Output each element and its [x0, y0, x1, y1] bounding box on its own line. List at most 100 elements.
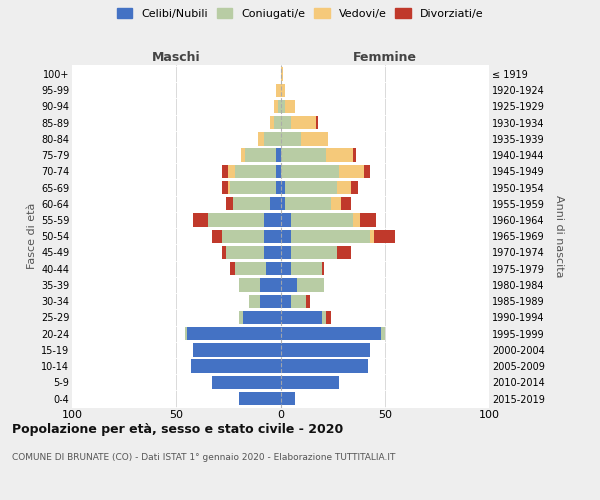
- Bar: [187, 327, 281, 340]
- Bar: [326, 311, 331, 324]
- Bar: [337, 246, 352, 259]
- Bar: [281, 230, 291, 243]
- Bar: [339, 164, 364, 178]
- Bar: [222, 181, 229, 194]
- Bar: [374, 230, 395, 243]
- Legend: Celibi/Nubili, Coniugati/e, Vedovi/e, Divorziati/e: Celibi/Nubili, Coniugati/e, Vedovi/e, Di…: [115, 6, 485, 21]
- Bar: [301, 132, 328, 145]
- Bar: [291, 214, 353, 226]
- Bar: [277, 181, 281, 194]
- Bar: [235, 262, 266, 276]
- Bar: [230, 262, 235, 276]
- Bar: [341, 197, 352, 210]
- Bar: [316, 116, 318, 130]
- Bar: [291, 246, 337, 259]
- Bar: [229, 181, 230, 194]
- Bar: [226, 197, 233, 210]
- Y-axis label: Fasce di età: Fasce di età: [26, 203, 37, 270]
- Bar: [281, 116, 291, 130]
- Bar: [331, 197, 341, 210]
- Bar: [281, 392, 295, 405]
- Bar: [353, 214, 360, 226]
- Bar: [278, 100, 281, 113]
- Bar: [264, 214, 281, 226]
- Y-axis label: Anni di nascita: Anni di nascita: [554, 195, 564, 278]
- Bar: [193, 343, 281, 356]
- Text: Femmine: Femmine: [353, 51, 417, 64]
- Bar: [229, 164, 235, 178]
- Bar: [245, 148, 277, 162]
- Bar: [281, 197, 284, 210]
- Bar: [352, 181, 358, 194]
- Bar: [185, 327, 187, 340]
- Bar: [193, 214, 208, 226]
- Bar: [370, 230, 374, 243]
- Bar: [243, 311, 281, 324]
- Bar: [337, 181, 352, 194]
- Bar: [297, 278, 324, 291]
- Bar: [260, 294, 281, 308]
- Bar: [281, 246, 291, 259]
- Bar: [291, 294, 305, 308]
- Bar: [281, 164, 339, 178]
- Bar: [277, 84, 281, 97]
- Bar: [208, 214, 264, 226]
- Bar: [322, 262, 324, 276]
- Bar: [264, 230, 281, 243]
- Bar: [291, 116, 316, 130]
- Bar: [270, 197, 281, 210]
- Bar: [226, 246, 264, 259]
- Bar: [222, 230, 264, 243]
- Bar: [281, 148, 326, 162]
- Text: Maschi: Maschi: [152, 51, 200, 64]
- Bar: [291, 262, 322, 276]
- Bar: [281, 132, 301, 145]
- Bar: [239, 392, 281, 405]
- Bar: [249, 294, 260, 308]
- Bar: [364, 164, 370, 178]
- Bar: [281, 68, 283, 80]
- Bar: [281, 278, 297, 291]
- Bar: [281, 100, 284, 113]
- Bar: [266, 262, 281, 276]
- Bar: [281, 262, 291, 276]
- Bar: [281, 181, 284, 194]
- Bar: [353, 148, 356, 162]
- Bar: [264, 132, 281, 145]
- Bar: [277, 148, 281, 162]
- Bar: [274, 100, 278, 113]
- Bar: [222, 164, 229, 178]
- Bar: [281, 343, 370, 356]
- Bar: [281, 327, 380, 340]
- Bar: [233, 197, 270, 210]
- Bar: [239, 311, 243, 324]
- Bar: [274, 116, 281, 130]
- Bar: [270, 116, 274, 130]
- Bar: [277, 164, 281, 178]
- Bar: [281, 311, 322, 324]
- Bar: [322, 311, 326, 324]
- Bar: [291, 230, 370, 243]
- Text: Popolazione per età, sesso e stato civile - 2020: Popolazione per età, sesso e stato civil…: [12, 422, 343, 436]
- Bar: [305, 294, 310, 308]
- Bar: [241, 148, 245, 162]
- Bar: [212, 376, 281, 389]
- Bar: [264, 246, 281, 259]
- Bar: [191, 360, 281, 373]
- Bar: [257, 132, 264, 145]
- Bar: [284, 197, 331, 210]
- Bar: [360, 214, 376, 226]
- Bar: [284, 100, 295, 113]
- Bar: [260, 278, 281, 291]
- Bar: [230, 181, 277, 194]
- Bar: [281, 214, 291, 226]
- Bar: [281, 360, 368, 373]
- Text: COMUNE DI BRUNATE (CO) - Dati ISTAT 1° gennaio 2020 - Elaborazione TUTTITALIA.IT: COMUNE DI BRUNATE (CO) - Dati ISTAT 1° g…: [12, 452, 395, 462]
- Bar: [235, 164, 277, 178]
- Bar: [281, 294, 291, 308]
- Bar: [222, 246, 226, 259]
- Bar: [212, 230, 222, 243]
- Bar: [281, 376, 339, 389]
- Bar: [380, 327, 385, 340]
- Bar: [284, 181, 337, 194]
